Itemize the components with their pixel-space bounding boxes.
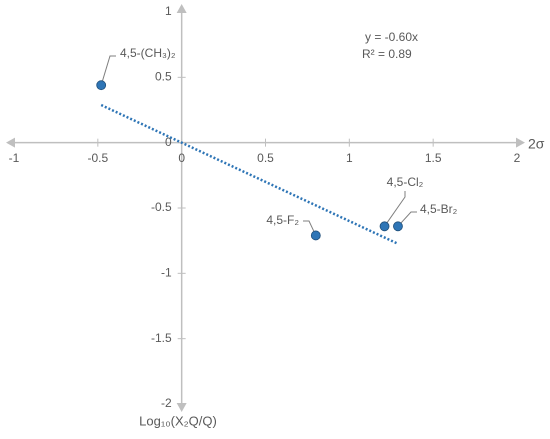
data-point	[96, 80, 107, 91]
y-tick-label: -2	[161, 396, 172, 410]
y-tick-label: -1.5	[151, 331, 172, 345]
r-squared: R² = 0.89	[362, 47, 412, 61]
point-label: 4,5-(CH₃)₂	[120, 46, 176, 60]
x-tick-label: 1	[346, 151, 353, 165]
leader-line	[397, 211, 417, 227]
data-point	[393, 221, 403, 232]
x-tick-label: 2	[514, 151, 521, 165]
x-axis-label: 2σ	[528, 136, 545, 152]
x-tick-label: 0.5	[257, 151, 274, 165]
y-tick-label: -0.5	[151, 200, 172, 214]
x-tick-label: -0.5	[87, 151, 108, 165]
point-label: 4,5-F₂	[266, 213, 299, 227]
point-label: 4,5-Br₂	[420, 202, 458, 216]
trend-equation: y = -0.60x	[365, 30, 418, 44]
y-tick-label: 0	[165, 135, 172, 149]
data-point	[379, 221, 390, 232]
x-tick-label: 0	[178, 151, 185, 165]
leader-line	[303, 220, 317, 236]
trendline	[100, 103, 399, 245]
y-axis-label: Log₁₀(X₂Q/Q)	[139, 413, 217, 428]
leader-line	[384, 191, 406, 227]
y-tick-label: 0.5	[155, 70, 172, 84]
point-label: 4,5-Cl₂	[387, 175, 424, 189]
x-tick-label: 1.5	[425, 151, 442, 165]
y-tick-label: -1	[161, 266, 172, 280]
data-point	[310, 230, 321, 241]
y-tick-label: 1	[165, 4, 172, 18]
leader-line	[100, 55, 116, 86]
x-tick-label: -1	[9, 151, 20, 165]
